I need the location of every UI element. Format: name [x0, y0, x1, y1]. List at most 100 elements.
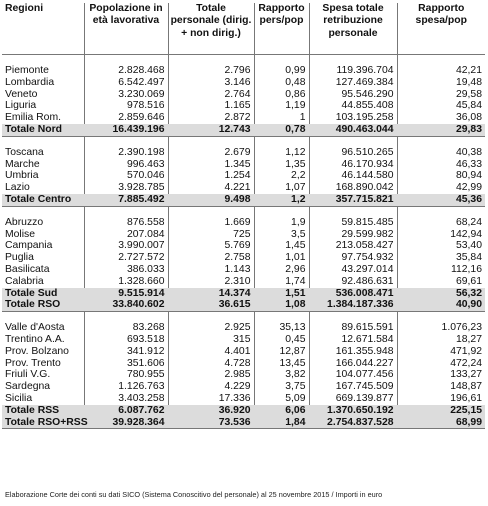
spacer-cell: [254, 206, 310, 217]
rapporto-spesa-pop-value: 42,21: [455, 65, 482, 76]
rapporto-spesa-pop-value: 29,58: [455, 88, 482, 100]
rapporto-pers-pop-value: 2,96: [254, 263, 310, 276]
rapporto-spesa-pop-value: 42,99: [455, 182, 482, 194]
personale-value: 2.310: [168, 275, 255, 288]
rapporto-spesa-pop-value: 56,32: [397, 287, 485, 300]
rapporto-pers-pop-value: 1,84: [254, 416, 310, 430]
personale-value: 2.872: [168, 112, 255, 124]
spacer-cell: [309, 136, 398, 147]
personale-value: 1.165: [168, 100, 255, 113]
spesa-value: 166.044.227: [309, 357, 398, 370]
group-spacer: [2, 206, 485, 217]
region-name: Totale RSO+RSS: [2, 416, 88, 430]
rapporto-spesa-pop-value: 68,24: [455, 216, 482, 228]
table-row: Toscana 2.390.198 2.679 1,12 96.510.265 40,38: [2, 146, 485, 159]
rapporto-pers-pop-value: 12,87: [254, 345, 310, 358]
rapporto-pers-pop-value: 3,5: [254, 228, 310, 241]
region-name: Friuli V.G.: [2, 369, 85, 382]
rapporto-pers-pop-value: 2,2: [254, 170, 310, 183]
popolazione-value: 83.268: [84, 322, 169, 334]
rapporto-pers-pop-value: 0,99: [254, 65, 310, 77]
personale-value: 4.401: [168, 345, 255, 358]
personale-value: 1.669: [168, 216, 255, 229]
regional-personnel-table: Regioni Popolazione in età lavorativa To…: [2, 3, 485, 430]
spacer-cell: [397, 311, 485, 323]
personale-value: 4.229: [168, 381, 255, 393]
region-name: Lazio: [2, 182, 85, 194]
region-name: Totale RSS: [2, 404, 85, 417]
spesa-value: 536.008.471: [309, 287, 398, 300]
rapporto-pers-pop-value: 1,12: [254, 146, 310, 159]
rapporto-spesa-pop-value: 133,27: [450, 369, 482, 381]
table-row: Puglia 2.727.572 2.758 1,01 97.754.932 35,84: [2, 252, 485, 264]
popolazione-value: 351.606: [84, 357, 169, 370]
rapporto-pers-pop-value: 1: [254, 112, 310, 124]
personale-value: 4.221: [168, 182, 255, 194]
popolazione-value: 6.087.762: [84, 404, 169, 417]
personale-value: 3.146: [168, 76, 255, 89]
spacer-cell: [2, 311, 85, 323]
rapporto-spesa-pop-value: 148,87: [450, 381, 482, 393]
table-row: Liguria 978.516 1.165 1,19 44.855.408 45,84: [2, 100, 485, 113]
region-name: Molise: [2, 228, 85, 241]
personale-value: 1.254: [168, 170, 255, 183]
region-name: Sicilia: [2, 392, 85, 405]
table-row: Trentino A.A. 693.518 315 0,45 12.671.584 18,…: [2, 333, 485, 346]
personale-value: 315: [168, 333, 255, 346]
rapporto-spesa-pop-value: 225,15: [397, 404, 485, 417]
spesa-value: 44.855.408: [309, 100, 398, 113]
spacer-cell: [309, 206, 398, 217]
table-row: Veneto 3.230.069 2.764 0,86 95.546.290 29,58: [2, 88, 485, 101]
header-spesa-totale: Spesa totale retribuzione personale: [309, 3, 398, 55]
spacer-cell: [397, 54, 485, 65]
table-header: Regioni Popolazione in età lavorativa To…: [2, 3, 485, 55]
region-name: Veneto: [2, 88, 85, 101]
rapporto-spesa-pop-value: 40,90: [397, 299, 485, 313]
rapporto-spesa-pop-value: 35,84: [455, 252, 482, 264]
rapporto-spesa-pop-value: 472,24: [450, 357, 482, 369]
popolazione-value: 16.439.196: [84, 123, 169, 137]
personale-value: 12.743: [168, 123, 255, 137]
spesa-value: 92.486.631: [309, 275, 398, 288]
table-row: Prov. Trento 351.606 4.728 13,45 166.044.227…: [2, 357, 485, 370]
total-row: Totale RSO+RSS 39.928.364 73.536 1,84 2.754.…: [2, 416, 485, 430]
spacer-cell: [2, 136, 85, 147]
total-row: Totale RSO 33.840.602 36.615 1,08 1.384.187.…: [2, 299, 485, 313]
region-name: Piemonte: [2, 65, 85, 77]
rapporto-pers-pop-value: 5,09: [254, 392, 310, 405]
popolazione-value: 39.928.364: [84, 416, 169, 430]
rapporto-pers-pop-value: 1,51: [254, 287, 310, 300]
table-body: Piemonte 2.828.468 2.796 0,99 119.396.704 42,…: [2, 54, 485, 430]
personale-value: 4.728: [168, 357, 255, 370]
rapporto-spesa-pop-value: 19,48: [455, 76, 482, 88]
spacer-cell: [84, 54, 169, 65]
personale-value: 1.345: [168, 158, 255, 171]
personale-value: 2.925: [168, 322, 255, 334]
table-row: Friuli V.G. 780.955 2.985 3,82 104.077.456 13…: [2, 369, 485, 382]
spesa-value: 127.469.384: [309, 76, 398, 89]
spesa-value: 669.139.877: [309, 392, 398, 405]
popolazione-value: 33.840.602: [84, 299, 169, 313]
region-name: Basilicata: [2, 263, 85, 276]
spesa-value: 97.754.932: [309, 252, 398, 264]
spacer-cell: [309, 311, 398, 323]
rapporto-pers-pop-value: 3,82: [254, 369, 310, 382]
rapporto-pers-pop-value: 0,86: [254, 88, 310, 101]
group-spacer: [2, 54, 485, 65]
popolazione-value: 2.828.468: [84, 65, 169, 77]
popolazione-value: 876.558: [84, 216, 169, 229]
popolazione-value: 3.990.007: [84, 240, 169, 253]
region-name: Emilia Rom.: [2, 112, 85, 124]
rapporto-spesa-pop-value: 45,84: [455, 100, 482, 112]
personale-value: 36.615: [168, 299, 255, 313]
popolazione-value: 2.727.572: [84, 252, 169, 264]
rapporto-pers-pop-value: 1,45: [254, 240, 310, 253]
region-name: Umbria: [2, 170, 85, 183]
spacer-cell: [254, 54, 310, 65]
rapporto-pers-pop-value: 1,19: [254, 100, 310, 113]
spesa-value: 1.384.187.336: [309, 299, 398, 313]
table-row: Sardegna 1.126.763 4.229 3,75 167.745.509 148…: [2, 381, 485, 393]
popolazione-value: 996.463: [84, 158, 169, 171]
spesa-value: 29.599.982: [309, 228, 398, 241]
rapporto-pers-pop-value: 1,74: [254, 275, 310, 288]
